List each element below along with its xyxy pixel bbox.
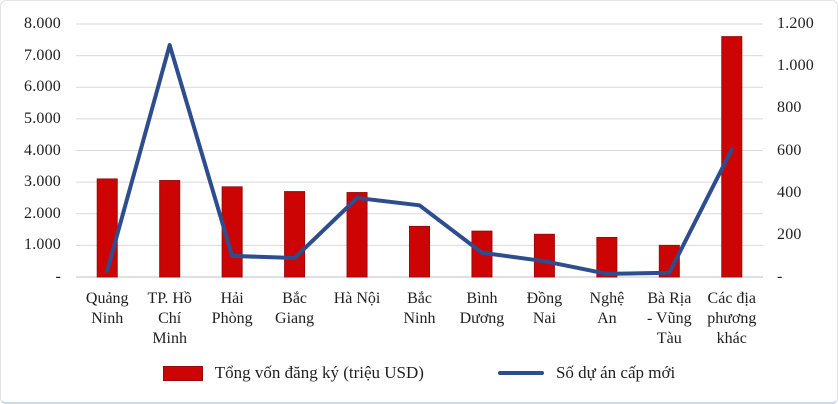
x-axis-label: Bắc Ninh [382, 289, 458, 329]
x-axis-label-line: Hải [220, 290, 244, 307]
left-axis-tick: 5.000 [24, 109, 61, 127]
x-axis-label-line: Đồng [526, 290, 563, 307]
right-axis-tick: 400 [777, 183, 802, 201]
x-axis-label: Quảng Ninh [69, 289, 145, 329]
x-axis-label-line: Chí [158, 310, 182, 327]
x-axis-label-line: Phòng [211, 310, 253, 327]
x-axis-label-line: Ninh [91, 310, 124, 327]
legend-item-bar: Tổng vốn đăng ký (triệu USD) [162, 363, 424, 383]
right-axis-tick: 200 [777, 225, 802, 243]
x-axis-label: Bắc Giang [257, 289, 333, 329]
x-axis-label-line: Tàu [656, 330, 682, 347]
x-axis-label-line: An [597, 310, 617, 327]
x-axis-label-line: khác [716, 330, 747, 347]
left-axis-tick: 8.000 [24, 15, 61, 32]
x-axis-label-line: phương [707, 310, 757, 327]
line-series [105, 43, 734, 276]
x-axis-label-line: Nghệ [589, 290, 625, 307]
x-axis-label-line: Các địa [707, 290, 756, 307]
x-axis-label-line: Minh [152, 330, 187, 347]
right-axis-tick: - [777, 268, 783, 285]
x-axis-label-line: TP. Hồ [147, 290, 192, 307]
bar-7 [533, 233, 555, 278]
x-axis-label-line: Nai [532, 310, 556, 327]
x-axis-label-line: Dương [459, 310, 505, 327]
x-axis-label: Hà Nội [319, 289, 395, 309]
x-axis-label-line: Bắc [282, 290, 308, 307]
legend-bar-label: Tổng vốn đăng ký (triệu USD) [214, 363, 424, 382]
x-axis-label-line: Quảng [85, 290, 129, 307]
x-axis-label: Các địa phương khác [694, 289, 770, 349]
bar-3 [284, 191, 306, 278]
x-axis-label: Hải Phòng [194, 289, 270, 329]
right-axis-tick: 1.000 [777, 57, 814, 75]
legend-bar-swatch [162, 365, 203, 381]
x-axis-label: TP. Hồ Chí Minh [132, 289, 208, 349]
x-axis-label-line: Ninh [403, 310, 436, 327]
right-axis-tick: 600 [777, 141, 802, 159]
left-axis-tick: 4.000 [24, 141, 61, 159]
left-axis-tick: 1.000 [24, 236, 61, 254]
left-axis-tick: 6.000 [24, 78, 61, 96]
x-axis-label-line: Bắc [407, 290, 432, 307]
x-axis-label: Bà Rịa - Vũng Tàu [631, 289, 707, 349]
bar-8 [596, 236, 618, 278]
bar-4 [346, 192, 368, 278]
legend-item-line: Số dự án cấp mới [497, 363, 676, 383]
bar-9 [658, 244, 680, 278]
right-axis-tick: 800 [777, 99, 802, 117]
right-axis-tick: 1.200 [777, 15, 814, 32]
x-axis-label-line: Hà Nội [333, 290, 381, 307]
x-axis-label: Bình Dương [444, 289, 520, 329]
legend-line-label: Số dự án cấp mới [555, 363, 676, 382]
bar-1 [159, 180, 181, 278]
bar-5 [409, 225, 430, 278]
x-axis-label: Đồng Nai [506, 289, 582, 329]
bar-0 [96, 178, 118, 278]
x-axis-label-line: Bình [466, 290, 498, 307]
left-axis-tick: 7.000 [24, 46, 61, 64]
x-axis-label: Nghệ An [569, 289, 645, 329]
x-axis-label-line: - Vũng [647, 310, 692, 327]
left-axis-tick: - [55, 268, 61, 285]
left-axis-tick: 2.000 [24, 204, 61, 222]
legend: Tổng vốn đăng ký (triệu USD) Số dự án cấ… [1, 363, 837, 383]
x-axis-label-line: Giang [275, 310, 315, 327]
x-axis-label-line: Bà Rịa [647, 290, 692, 307]
bar-10 [721, 36, 743, 278]
legend-line-swatch [497, 371, 544, 375]
left-axis-tick: 3.000 [24, 173, 61, 191]
